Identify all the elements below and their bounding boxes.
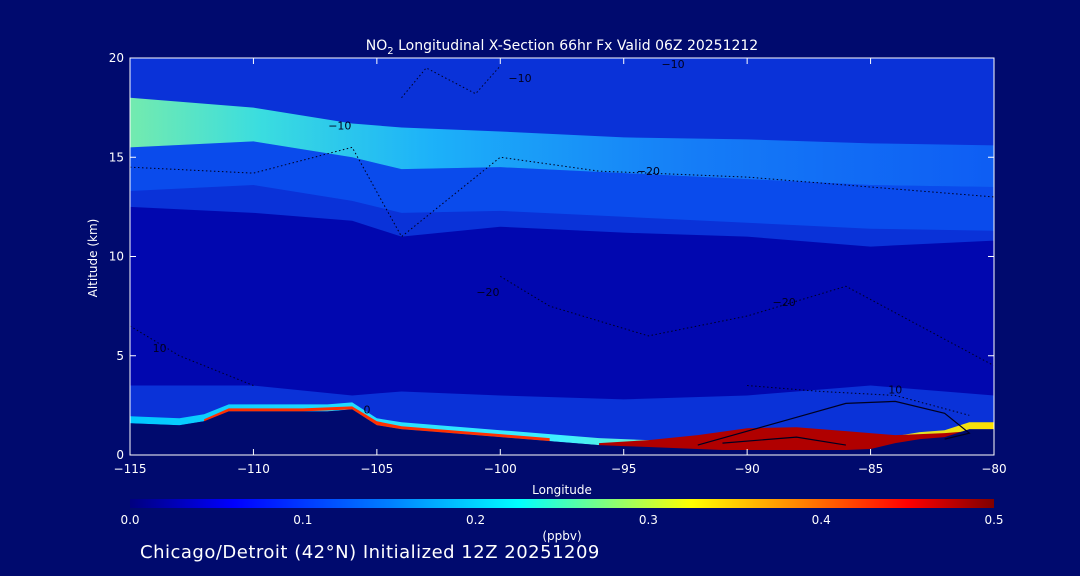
stratospheric-no2-layer [130,97,994,188]
contour-label: −10 [508,72,531,85]
colorbar-tick-label: 0.3 [639,513,658,527]
contour-label: −20 [637,165,660,178]
temperature-contour [747,385,970,416]
chart-title: NO2 Longitudinal X-Section 66hr Fx Valid… [366,38,758,57]
y-tick-label: 10 [109,250,124,264]
boundary-layer-band [130,402,994,451]
contour-label: −10 [661,58,684,71]
y-tick-label: 20 [109,51,124,65]
plot-area: −10 −10 −10 −20 −20 −20 10 10 0 [130,58,994,455]
western-surface-band [204,406,550,442]
contour-label: −20 [773,296,796,309]
x-tick-label: −90 [734,462,759,476]
contour-label: 0 [363,403,370,416]
x-tick-label: −100 [484,462,517,476]
colorbar-tick-label: 0.2 [466,513,485,527]
x-tick-label: −110 [237,462,270,476]
colorbar-tick-label: 0.1 [293,513,312,527]
colorbar [130,499,994,508]
x-tick-label: −85 [858,462,883,476]
footer-caption: Chicago/Detroit (42°N) Initialized 12Z 2… [140,542,600,563]
wind-contour [697,400,971,446]
temperature-contour [401,65,501,99]
contour-label: 10 [153,342,167,355]
y-axis-label: Altitude (km) [86,219,100,298]
y-tick-label: 5 [116,349,124,363]
colorbar-tick-label: 0.4 [812,513,831,527]
contour-label: −20 [476,286,499,299]
x-tick-label: −115 [114,462,147,476]
colorbar-tick-label: 0.0 [120,513,139,527]
x-tick-label: −80 [981,462,1006,476]
temperature-contour [130,146,994,238]
mid-troposphere-low-band [130,206,994,400]
x-tick-label: −95 [611,462,636,476]
x-axis-label: Longitude [532,483,592,497]
colorbar-tick-label: 0.5 [984,513,1003,527]
contour-label: 10 [888,383,902,396]
y-tick-label: 15 [109,150,124,164]
temperature-contour [500,275,994,367]
colorbar-label: (ppbv) [542,529,581,543]
wind-contour [722,436,846,446]
y-tick-label: 0 [116,448,124,462]
terrain-mask [130,409,994,455]
x-tick-label: −105 [360,462,393,476]
contour-label: −10 [328,119,351,132]
upper-troposphere-band [130,141,994,231]
